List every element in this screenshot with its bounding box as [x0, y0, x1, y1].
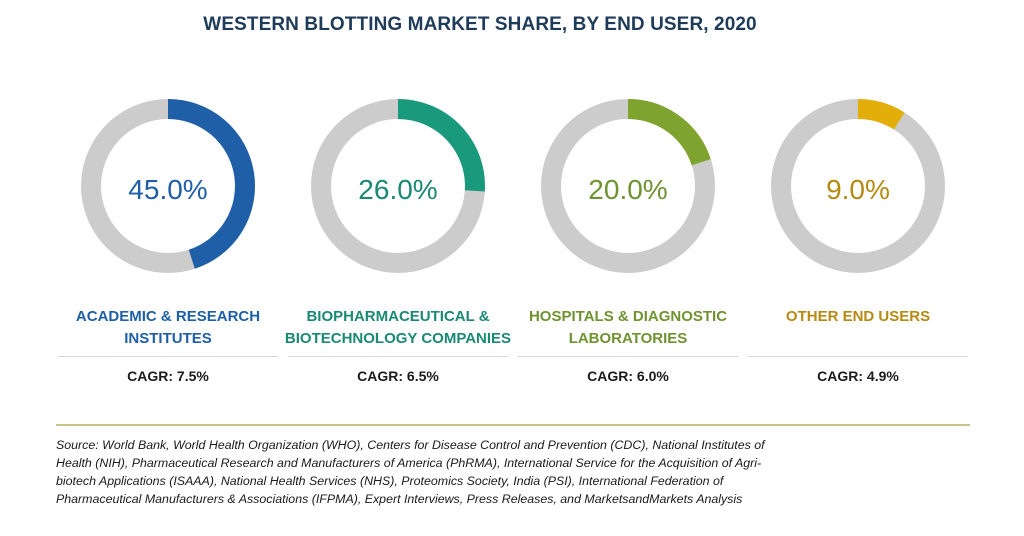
data-label: 20.0% [588, 174, 668, 205]
donut-panel: 9.0% OTHER END USERS CAGR: 4.9% [748, 96, 968, 416]
cagr-label: CAGR: 4.9% [817, 368, 899, 384]
category-label-line: INSTITUTES [124, 330, 212, 347]
donut-chart [81, 99, 255, 273]
label-underline [518, 356, 738, 357]
donut-slice [167, 99, 255, 269]
source-note: Source: World Bank, World Health Organiz… [56, 436, 956, 508]
data-label: 9.0% [826, 174, 890, 205]
data-label: 26.0% [358, 174, 438, 205]
category-label: HOSPITALS & DIAGNOSTIC LABORATORIES [508, 306, 748, 350]
data-label: 45.0% [128, 174, 208, 205]
category-label-line: BIOPHARMACEUTICAL & [306, 308, 490, 325]
category-label-line: LABORATORIES [568, 330, 688, 347]
source-line: biotech Applications (ISAAA), National H… [56, 474, 724, 488]
cagr-label: CAGR: 7.5% [127, 368, 209, 384]
donut-chart [771, 99, 945, 273]
category-label: BIOPHARMACEUTICAL & BIOTECHNOLOGY COMPANI… [278, 306, 518, 350]
donut-charts: 45.0% ACADEMIC & RESEARCH INSTITUTES CAGR: … [58, 96, 968, 416]
donut-slice [397, 99, 485, 192]
source-line: Source: World Bank, World Health Organiz… [56, 438, 765, 452]
category-label-line: HOSPITALS & DIAGNOSTIC [528, 308, 728, 325]
category-label: OTHER END USERS [738, 306, 978, 328]
donut-chart [311, 99, 485, 273]
donut-panel: 20.0% HOSPITALS & DIAGNOSTIC LABORATORIES C… [518, 96, 738, 416]
label-underline [288, 356, 508, 357]
donut-panel: 45.0% ACADEMIC & RESEARCH INSTITUTES CAGR: … [58, 96, 278, 416]
donut-chart [541, 99, 715, 273]
chart-title: WESTERN BLOTTING MARKET SHARE, BY END US… [203, 14, 757, 35]
source-line: Pharmaceutical Manufacturers & Associati… [56, 492, 743, 506]
source-line: Health (NIH), Pharmaceutical Research an… [56, 456, 762, 470]
category-label-line: ACADEMIC & RESEARCH [75, 308, 261, 325]
category-label: ACADEMIC & RESEARCH INSTITUTES [48, 306, 288, 350]
divider-line [56, 424, 970, 426]
donut-slice [627, 99, 711, 166]
label-underline [748, 356, 968, 357]
category-label-line: BIOTECHNOLOGY COMPANIES [284, 330, 512, 347]
donut-panel: 26.0% BIOPHARMACEUTICAL & BIOTECHNOLOGY CO… [285, 96, 511, 416]
label-underline [58, 356, 278, 357]
cagr-label: CAGR: 6.5% [357, 368, 439, 384]
cagr-label: CAGR: 6.0% [587, 368, 669, 384]
donut-slice [857, 99, 905, 130]
category-label-line: OTHER END USERS [785, 308, 931, 325]
